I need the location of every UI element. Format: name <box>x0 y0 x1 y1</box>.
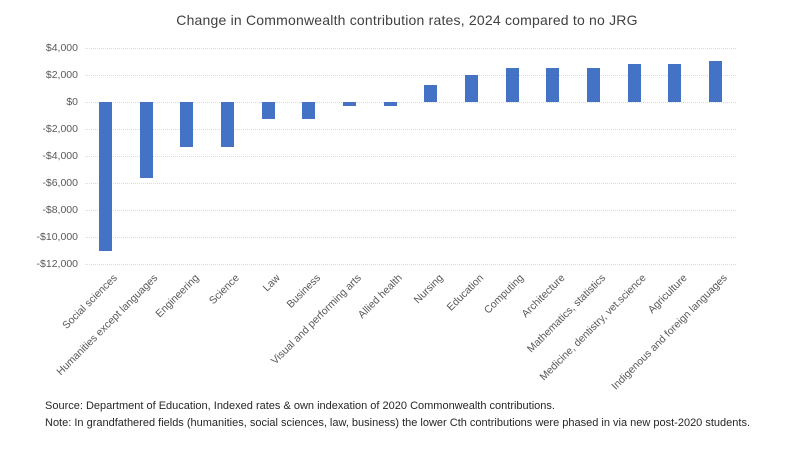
grandfathered-note: Note: In grandfathered fields (humanitie… <box>45 417 750 429</box>
gridline <box>85 129 736 130</box>
x-axis-category-label: Mathematics, statistics <box>524 272 609 356</box>
gridline <box>85 48 736 49</box>
bar-social-sciences <box>98 102 112 251</box>
chart-footer: Source: Department of Education, Indexed… <box>45 398 750 432</box>
y-axis-tick-label: -$6,000 <box>42 177 78 189</box>
y-axis-tick-label: $4,000 <box>45 42 78 54</box>
bar-computing <box>505 68 519 102</box>
bar-medicine-dentistry-vet-science <box>627 63 641 102</box>
x-axis-category-label: Science <box>206 272 242 307</box>
y-axis-tick-label: -$8,000 <box>42 204 78 216</box>
bar-business <box>302 102 316 119</box>
y-axis-tick-label: -$12,000 <box>36 258 78 270</box>
bar-engineering <box>180 102 194 148</box>
x-axis-category-label: Education <box>444 272 487 314</box>
y-axis-tick-label: $2,000 <box>45 69 78 81</box>
bar-mathematics-statistics <box>587 68 601 102</box>
x-axis-category-label: Business <box>284 272 324 311</box>
source-note: Source: Department of Education, Indexed… <box>45 400 555 412</box>
bar-agriculture <box>668 63 682 102</box>
bar-architecture <box>546 68 560 102</box>
gridline <box>85 75 736 76</box>
bar-indigenous-and-foreign-languages <box>709 60 723 102</box>
bar-science <box>220 102 234 148</box>
y-axis-tick-label: $0 <box>66 96 78 108</box>
gridline <box>85 237 736 238</box>
gridline <box>85 210 736 211</box>
bar-education <box>465 75 479 102</box>
bar-visual-and-performing-arts <box>342 102 356 107</box>
y-axis-tick-label: -$2,000 <box>42 123 78 135</box>
x-axis-category-label: Law <box>260 272 283 295</box>
gridline <box>85 102 736 103</box>
bar-allied-health <box>383 102 397 107</box>
y-axis-tick-label: -$10,000 <box>36 231 78 243</box>
x-axis-category-label: Nursing <box>411 272 446 307</box>
y-axis-tick-label: -$4,000 <box>42 150 78 162</box>
gridline <box>85 264 736 265</box>
gridline <box>85 156 736 157</box>
x-axis-category-label: Engineering <box>153 272 202 321</box>
gridline <box>85 183 736 184</box>
bar-nursing <box>424 85 438 102</box>
bar-humanities-except-languages <box>139 102 153 179</box>
chart-title: Change in Commonwealth contribution rate… <box>176 12 638 28</box>
bar-law <box>261 102 275 119</box>
